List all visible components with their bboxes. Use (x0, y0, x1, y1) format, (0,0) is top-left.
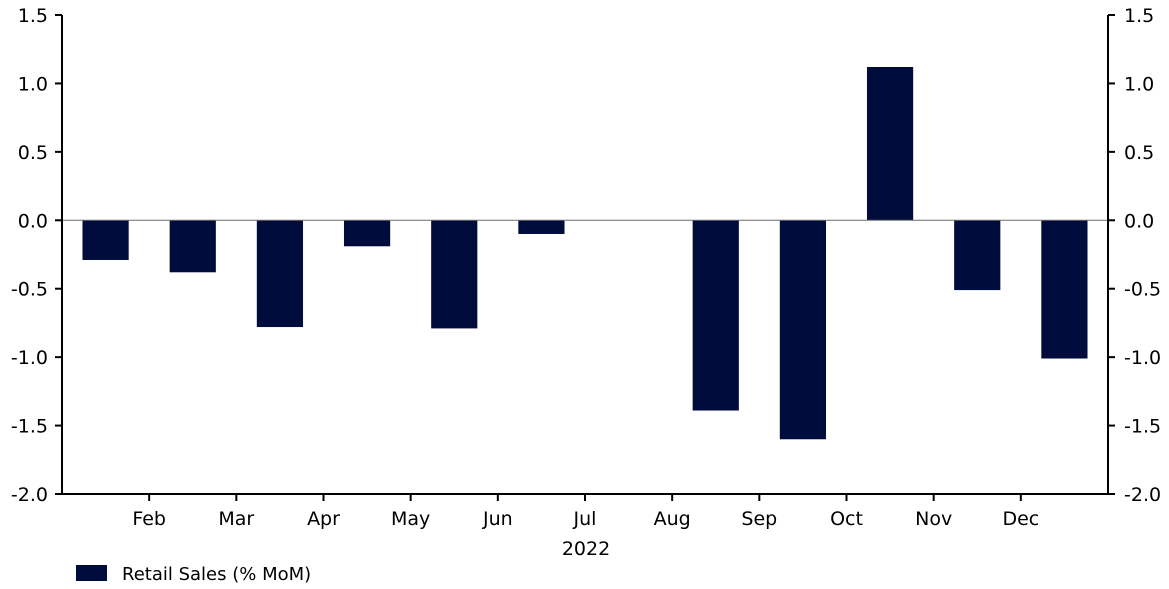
x-tick-label-nov: Nov (915, 508, 952, 530)
x-tick-label-jul: Jul (573, 508, 597, 530)
x-tick-label-apr: Apr (307, 508, 340, 530)
bar-dec (1041, 220, 1088, 359)
left-y-ticks: 1.5 1.0 0.5 0.0 -0.5 -1.0 -1.5 -2.0 (11, 5, 62, 506)
right-y-tick-label: -0.5 (1124, 279, 1161, 301)
x-tick-label-may: May (391, 508, 430, 530)
left-y-tick-label: -1.0 (11, 347, 48, 369)
legend-swatch (76, 565, 107, 581)
right-y-tick-label: 1.5 (1124, 5, 1154, 27)
right-y-ticks: 1.5 1.0 0.5 0.0 -0.5 -1.0 -1.5 -2.0 (1108, 5, 1161, 506)
left-y-tick-label: 1.0 (18, 73, 48, 95)
x-tick-label-feb: Feb (132, 508, 166, 530)
x-tick-labels: Feb Mar Apr May Jun Jul Aug Sep Oct Nov Dec (132, 508, 1039, 530)
right-y-tick-label: 0.0 (1124, 210, 1154, 232)
right-y-tick-label: -1.0 (1124, 347, 1161, 369)
bar-may (431, 220, 478, 329)
bar-sep (779, 220, 827, 440)
bar-jun (518, 220, 565, 234)
x-tick-label-jun: Jun (482, 508, 513, 530)
bar-aug (692, 220, 739, 411)
x-group-label: 2022 (562, 538, 610, 560)
left-y-tick-label: 0.5 (18, 142, 48, 164)
legend-label: Retail Sales (% MoM) (122, 564, 311, 585)
bar-mar (256, 220, 304, 328)
left-y-tick-label: -1.5 (11, 416, 48, 438)
x-ticks (148, 494, 1022, 501)
left-y-tick-label: 1.5 (18, 5, 48, 27)
left-y-tick-label: -0.5 (11, 279, 48, 301)
right-y-tick-label: -1.5 (1124, 416, 1161, 438)
left-y-tick-label: 0.0 (18, 210, 48, 232)
x-tick-label-sep: Sep (741, 508, 777, 530)
x-tick-label-oct: Oct (830, 508, 863, 530)
bar-jan (82, 220, 129, 260)
bars-group (82, 67, 1088, 440)
right-y-tick-label: 0.5 (1124, 142, 1154, 164)
x-tick-label-aug: Aug (654, 508, 691, 530)
bar-oct (866, 67, 914, 221)
x-tick-label-mar: Mar (218, 508, 254, 530)
bar-nov (954, 220, 1001, 291)
left-y-tick-label: -2.0 (11, 484, 48, 506)
bar-apr (343, 220, 391, 247)
bar-feb (169, 220, 216, 273)
right-y-tick-label: -2.0 (1124, 484, 1161, 506)
right-y-tick-label: 1.0 (1124, 73, 1154, 95)
legend: Retail Sales (% MoM) (76, 564, 311, 585)
x-tick-label-dec: Dec (1002, 508, 1039, 530)
